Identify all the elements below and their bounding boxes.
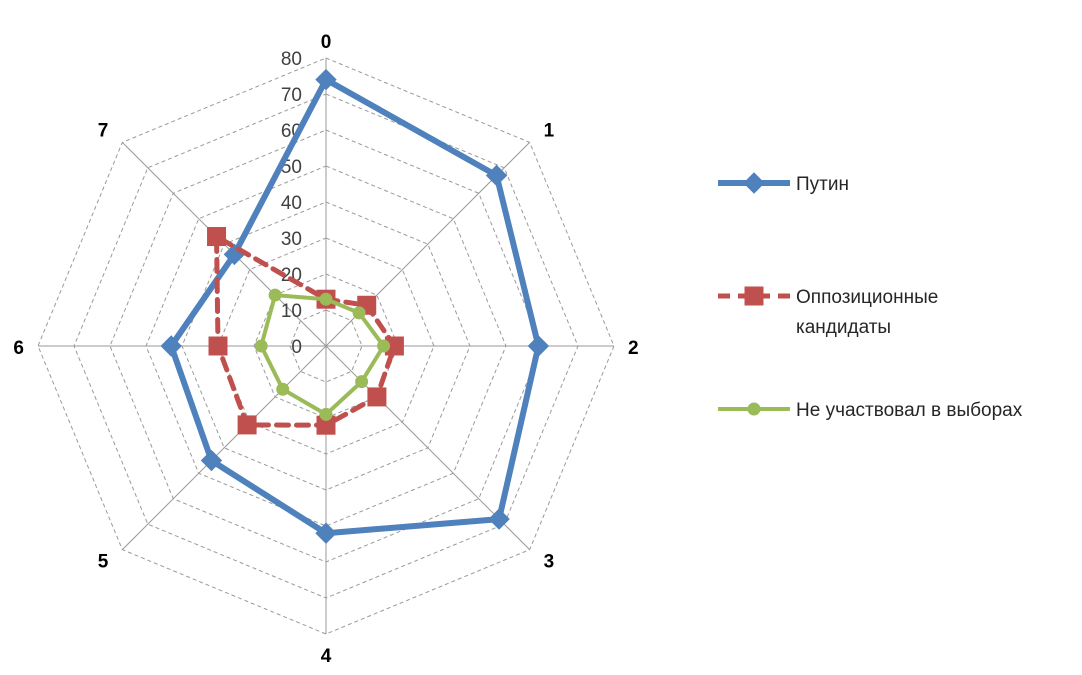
data-point xyxy=(744,286,764,306)
tick-label: 70 xyxy=(281,85,302,106)
grid-ring xyxy=(145,165,507,527)
series-line xyxy=(168,76,542,537)
category-labels: 0 1 2 3 4 5 6 7 xyxy=(13,32,638,667)
data-point xyxy=(488,508,510,530)
tick-label: 50 xyxy=(281,157,302,178)
tick-label: 10 xyxy=(281,301,302,322)
data-point xyxy=(254,339,268,353)
data-point xyxy=(352,306,366,320)
series-2 xyxy=(207,227,404,435)
data-point xyxy=(377,339,391,353)
category-label: 2 xyxy=(628,338,639,359)
category-label: 7 xyxy=(98,120,109,141)
data-point xyxy=(319,407,333,421)
data-point xyxy=(200,449,223,472)
category-label: 6 xyxy=(13,338,24,359)
tick-label: 40 xyxy=(281,193,302,214)
legend-label: Не участвовал в выборах xyxy=(796,400,1023,421)
legend-item: Путин xyxy=(718,172,849,195)
data-point xyxy=(207,227,227,247)
data-point xyxy=(355,375,369,389)
tick-label: 80 xyxy=(281,49,302,70)
tick-label: 0 xyxy=(291,337,302,358)
radar-spokes xyxy=(38,58,614,634)
data-point xyxy=(237,415,257,435)
series-layer xyxy=(160,68,550,544)
legend-label: Путин xyxy=(796,174,849,195)
data-point xyxy=(160,335,182,357)
data-point xyxy=(315,522,337,544)
category-label: 1 xyxy=(544,120,555,141)
data-point xyxy=(276,382,290,396)
data-point xyxy=(747,402,761,416)
legend-item: Оппозиционные кандидаты xyxy=(718,286,938,338)
data-point xyxy=(367,387,387,407)
series-3 xyxy=(254,288,391,421)
category-label: 0 xyxy=(321,32,332,53)
series-1 xyxy=(160,68,550,544)
category-label: 4 xyxy=(321,646,332,667)
data-point xyxy=(268,288,282,302)
data-point xyxy=(743,172,765,194)
category-label: 5 xyxy=(98,552,109,573)
category-label: 3 xyxy=(544,552,555,573)
legend: Путин Оппозиционные кандидаты Не участвовал… xyxy=(718,172,1023,421)
data-point xyxy=(485,164,508,187)
data-point xyxy=(319,292,333,306)
legend-label: Оппозиционные кандидаты xyxy=(796,287,938,338)
spoke-line xyxy=(121,345,327,551)
tick-label: 30 xyxy=(281,229,302,250)
data-point xyxy=(208,336,228,356)
data-point xyxy=(315,68,337,91)
legend-item: Не участвовал в выборах xyxy=(718,400,1023,421)
grid-ring xyxy=(289,309,363,383)
data-point xyxy=(527,335,550,357)
